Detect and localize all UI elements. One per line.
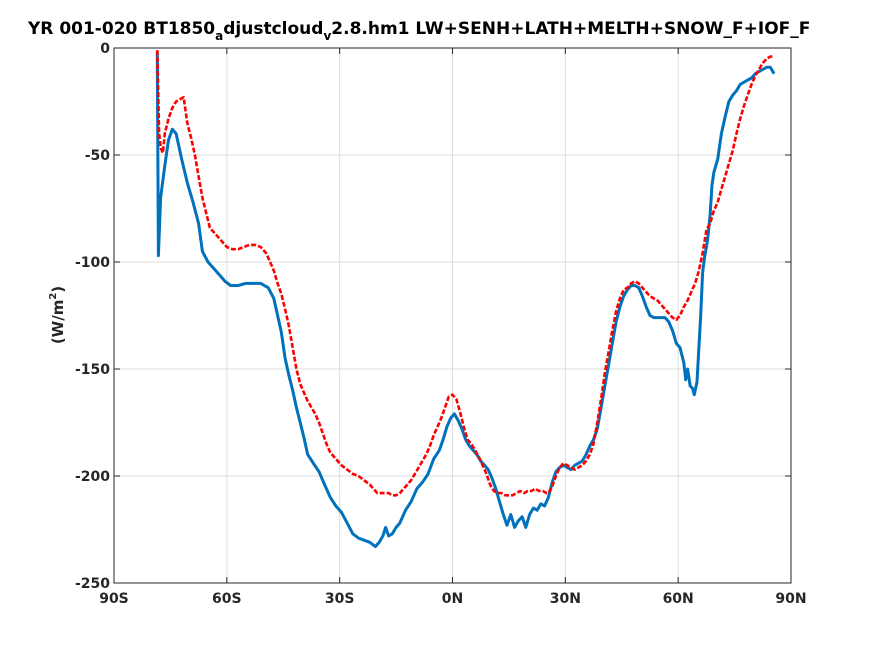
- y-tick-label: 0: [100, 41, 110, 57]
- chart-title-part: djustcloud: [223, 19, 323, 39]
- y-gridlines: [114, 154, 791, 477]
- y-axis-label-part: 2: [48, 293, 59, 300]
- x-gridlines: [226, 48, 679, 583]
- y-axis-label-part: ): [49, 286, 67, 293]
- x-tick-label: 0N: [442, 591, 463, 607]
- y-axis-ticks: 0 -50 -100 -150 -200 -250: [75, 41, 791, 592]
- series-layer: [155, 50, 776, 549]
- y-axis-label: (W/m2): [48, 286, 67, 344]
- series-line-solid: [155, 52, 776, 549]
- y-tick-label: -50: [85, 148, 111, 164]
- y-axis-label-part: (W/m: [49, 300, 67, 345]
- chart-title-part: v: [323, 29, 331, 43]
- chart-title-part: a: [215, 29, 223, 43]
- y-tick-label: -150: [75, 362, 110, 378]
- chart-title-part: YR 001-020 BT1850: [27, 19, 215, 39]
- x-tick-label: 90N: [775, 591, 806, 607]
- x-tick-label: 30S: [325, 591, 355, 607]
- y-tick-label: -100: [75, 255, 110, 271]
- y-tick-label: -250: [75, 576, 110, 592]
- chart-title-part: 2.8.hm1 LW+SENH+LATH+MELTH+SNOW_F+IOF_F: [331, 19, 810, 39]
- x-axis-ticks: 90S 60S 30S 0N 30N 60N 90N: [99, 48, 807, 607]
- y-tick-label: -200: [75, 469, 110, 485]
- x-tick-label: 60N: [663, 591, 694, 607]
- series-line-dashed: [156, 50, 775, 497]
- x-tick-label: 90S: [99, 591, 129, 607]
- x-tick-label: 60S: [212, 591, 242, 607]
- chart-title: YR 001-020 BT1850adjustcloudv2.8.hm1 LW+…: [27, 19, 810, 43]
- x-tick-label: 30N: [550, 591, 581, 607]
